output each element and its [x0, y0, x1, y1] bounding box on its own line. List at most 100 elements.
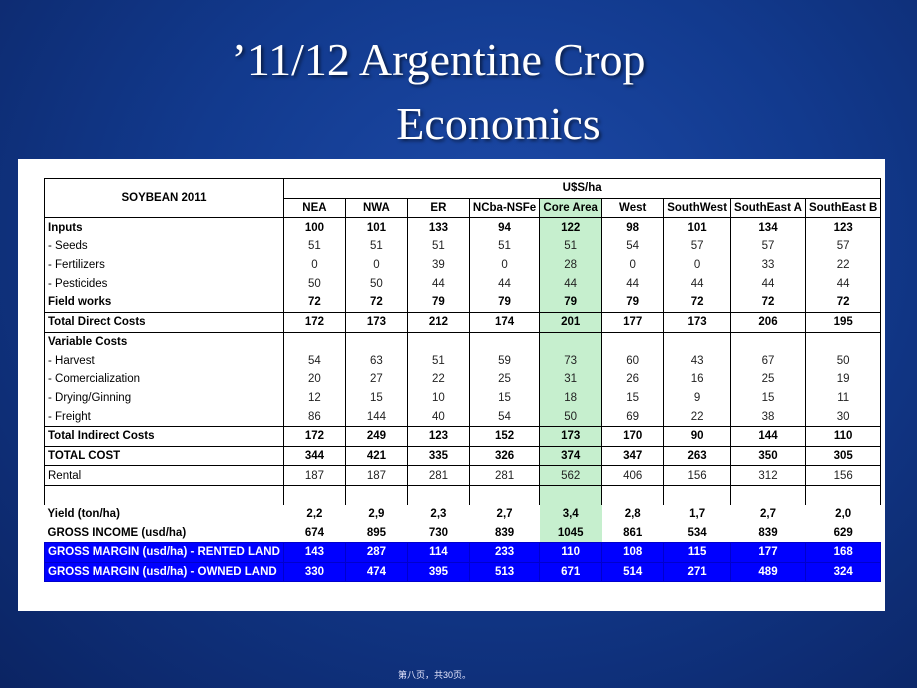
- table-cell: 330: [282, 561, 346, 583]
- column-header: West: [601, 197, 665, 219]
- table-cell: 38: [730, 407, 806, 427]
- table-cell: 20: [282, 369, 346, 389]
- table-cell: 374: [539, 445, 603, 467]
- column-header: NWA: [344, 197, 408, 219]
- table-cell: 90: [663, 425, 732, 447]
- table-cell: 115: [663, 542, 732, 563]
- table-row: [44, 485, 882, 505]
- table-cell: 27: [344, 369, 408, 389]
- table-cell: 9: [663, 388, 732, 408]
- table-cell: 2,2: [306, 508, 323, 521]
- row-label: - Freight: [44, 407, 284, 427]
- table-cell: 15: [468, 388, 541, 408]
- table-cell: 134: [730, 217, 806, 238]
- table-cell: 156: [804, 465, 882, 486]
- table-cell: 57: [663, 237, 732, 256]
- row-label: - Seeds: [44, 237, 284, 256]
- slide-title: ’11/12 Argentine Crop Economics: [0, 28, 917, 156]
- table-cell: 12: [282, 388, 346, 408]
- table-cell: [344, 331, 408, 352]
- table-cell: 173: [344, 311, 408, 333]
- table-panel: SOYBEAN 2011 U$S/ha NEA NWA ER NCba-NSFe Cor…: [18, 159, 885, 611]
- table-cell: 674: [304, 526, 325, 539]
- table-row: - Harvest 54 63 51 59 73 60 43 67 50: [44, 351, 882, 370]
- table-cell: 33: [730, 255, 806, 275]
- table-cell: 60: [601, 351, 665, 370]
- table-cell: [468, 485, 541, 505]
- table-cell: 152: [468, 425, 541, 447]
- table-row: Total Direct Costs 172 173 212 174 201 177 173 2…: [44, 311, 882, 333]
- table-cell: 2,9: [368, 508, 385, 521]
- slide-title-line1: ’11/12 Argentine Crop: [231, 34, 646, 85]
- table-cell: 44: [730, 274, 806, 294]
- table-cell: [730, 485, 806, 505]
- table-cell: 347: [601, 445, 665, 467]
- table-cell: 177: [730, 542, 806, 563]
- table-cell: 18: [539, 388, 603, 408]
- table-cell: 3,4: [539, 504, 602, 524]
- table-row: GROSS MARGIN (usd/ha) - OWNED LAND 330 474…: [44, 561, 882, 583]
- row-label: Rental: [44, 465, 284, 486]
- table-cell: [804, 485, 882, 505]
- column-header: NEA: [282, 197, 346, 219]
- table-cell: 63: [344, 351, 408, 370]
- table-row: Total Indirect Costs 172 249 123 152 173 170 90…: [44, 425, 882, 447]
- table-row: GROSS MARGIN (usd/ha) - RENTED LAND 143 28…: [44, 542, 882, 563]
- table-cell: 67: [730, 351, 806, 370]
- table-cell: 187: [344, 465, 408, 486]
- table-cell: 100: [282, 217, 346, 238]
- table-cell: 201: [539, 311, 603, 333]
- table-cell: 54: [282, 351, 346, 370]
- table-cell: 40: [406, 407, 470, 427]
- table-cell: 86: [282, 407, 346, 427]
- table-cell: 22: [663, 407, 732, 427]
- table-cell: 2,3: [430, 508, 447, 521]
- table-cell: 2,7: [496, 508, 513, 521]
- table-cell: 10: [406, 388, 470, 408]
- table-cell: 57: [804, 237, 882, 256]
- table-cell: 94: [468, 217, 541, 238]
- table-cell: [406, 331, 470, 352]
- row-label: TOTAL COST: [44, 445, 284, 467]
- table-cell: 59: [468, 351, 541, 370]
- table-row: Variable Costs: [44, 331, 882, 352]
- table-cell: 534: [687, 526, 707, 539]
- table-row: Yield (ton/ha) 2,2 2,9 2,3 2,7 3,4 2,8 1,7 2,7 2,…: [45, 504, 881, 524]
- table-cell: 0: [663, 255, 732, 275]
- table-cell: 51: [468, 237, 541, 256]
- table-cell: 335: [406, 445, 470, 467]
- table-cell: 15: [344, 388, 408, 408]
- table-cell: 144: [730, 425, 806, 447]
- table-cell: 144: [344, 407, 408, 427]
- table-cell: [663, 331, 732, 352]
- table-cell: 25: [468, 369, 541, 389]
- table-row: TOTAL COST 344 421 335 326 374 347 263 350 305: [44, 445, 882, 467]
- table-cell: 44: [601, 274, 665, 294]
- table-cell: 72: [344, 293, 408, 313]
- row-label: - Pesticides: [44, 274, 284, 294]
- table-cell: 50: [282, 274, 346, 294]
- table-cell: [730, 331, 806, 352]
- slide-title-line2: Economics: [396, 98, 601, 149]
- table-cell: 57: [730, 237, 806, 256]
- column-header: SouthWest: [663, 197, 732, 219]
- table-cell: 16: [663, 369, 732, 389]
- table-cell: 19: [804, 369, 882, 389]
- table-cell: 108: [601, 542, 665, 563]
- table-cell: 263: [663, 445, 732, 467]
- table-cell: 122: [539, 217, 603, 238]
- table-cell: 26: [601, 369, 665, 389]
- table-cell: 895: [366, 526, 387, 539]
- table-cell: [539, 331, 603, 352]
- table-cell: [468, 331, 541, 352]
- table-cell: 0: [468, 255, 541, 275]
- table-cell: 861: [623, 526, 643, 539]
- table-cell: 69: [601, 407, 665, 427]
- table-cell: 0: [601, 255, 665, 275]
- table-cell: 51: [282, 237, 346, 256]
- table-cell: 50: [804, 351, 882, 370]
- table-cell: 172: [282, 425, 346, 447]
- table-cell: 174: [468, 311, 541, 333]
- table-cell: 30: [804, 407, 882, 427]
- table-row: Rental 187 187 281 281 562 406 156 312 156: [44, 465, 882, 486]
